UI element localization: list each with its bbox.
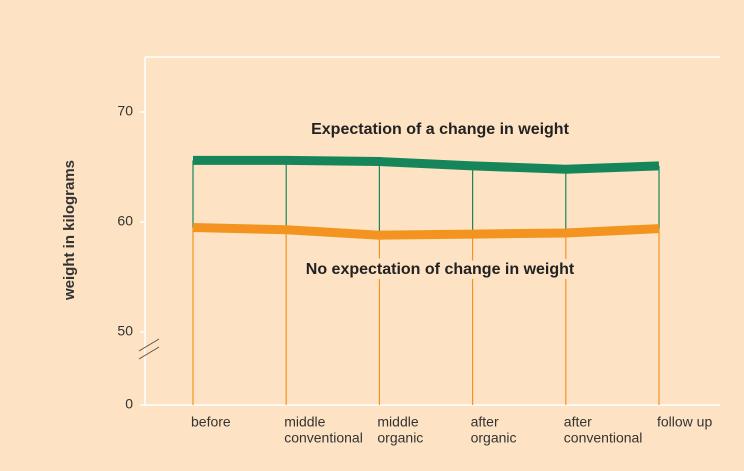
x-tick-label: before <box>191 414 231 430</box>
series-line <box>193 155 660 174</box>
x-tick-label: conventional <box>284 430 363 446</box>
x-tick-label: follow up <box>657 414 712 430</box>
series-label: No expectation of change in weight <box>306 261 575 278</box>
y-tick-label: 60 <box>117 213 133 229</box>
y-axis-label: weight in kilograms <box>61 160 78 301</box>
x-tick-label: organic <box>377 430 423 446</box>
series-label: Expectation of a change in weight <box>311 121 569 138</box>
x-tick-label: middle <box>284 414 325 430</box>
axis-break <box>138 338 160 352</box>
y-tick-label: 70 <box>117 103 133 119</box>
axis-break <box>138 346 160 360</box>
y-tick-label: 50 <box>117 323 133 339</box>
x-tick-label: middle <box>377 414 418 430</box>
x-tick-label: after <box>564 414 592 430</box>
x-tick-label: organic <box>471 430 517 446</box>
y-tick-label: 0 <box>125 396 133 412</box>
series-line <box>192 223 660 240</box>
x-tick-label: after <box>471 414 499 430</box>
x-tick-label: conventional <box>564 430 643 446</box>
